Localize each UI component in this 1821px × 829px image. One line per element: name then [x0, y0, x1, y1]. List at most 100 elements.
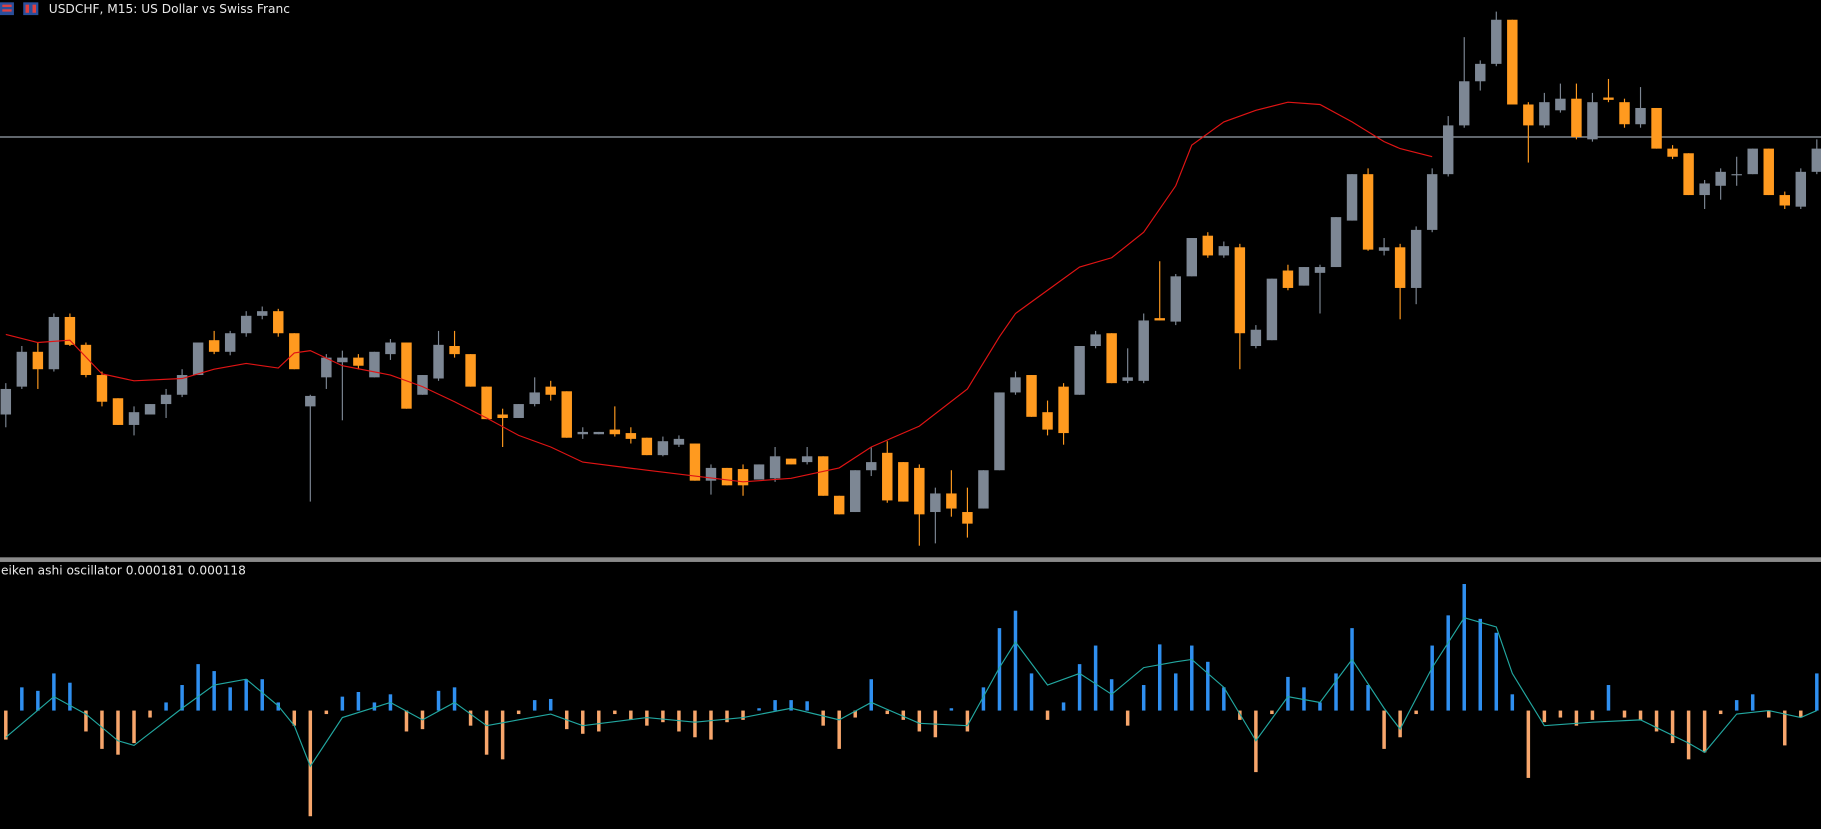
oscillator-bar — [1029, 673, 1034, 711]
signal-line — [5, 617, 1818, 768]
oscillator-bar — [372, 702, 377, 711]
oscillator-bar — [1366, 685, 1370, 711]
oscillator-bar — [1093, 645, 1098, 711]
oscillator-bar — [84, 710, 88, 732]
candle-body — [561, 391, 572, 438]
candle-body — [946, 493, 957, 509]
candle-body — [1779, 195, 1790, 206]
candle-body — [769, 456, 781, 479]
candle-body — [481, 386, 492, 420]
oscillator-bar — [404, 710, 409, 732]
candle-body — [1699, 183, 1710, 196]
oscillator-bar — [1478, 618, 1483, 711]
oscillator-bar — [1446, 615, 1450, 711]
candle-body — [1410, 229, 1422, 288]
candle-body — [1314, 267, 1326, 273]
oscillator-bar — [132, 710, 136, 744]
candle-body — [1651, 107, 1662, 149]
candle-body — [914, 467, 925, 515]
candle-body — [625, 433, 637, 439]
oscillator-bar — [484, 710, 489, 755]
candle-body — [1378, 247, 1390, 251]
candle-body — [1186, 238, 1198, 277]
oscillator-bar — [1686, 710, 1691, 760]
candle-body — [753, 464, 765, 480]
candle-body — [497, 414, 508, 418]
candle-body — [96, 375, 108, 402]
candle-body — [641, 437, 653, 456]
oscillator-bar — [1734, 700, 1739, 711]
oscillator-bar — [869, 679, 873, 711]
oscillator-bar — [100, 710, 104, 749]
candle-body — [192, 342, 204, 376]
candle-body — [369, 351, 380, 378]
candle-body — [1523, 104, 1534, 126]
oscillator-bar — [1206, 661, 1210, 711]
oscillator-bar — [1350, 628, 1354, 711]
oscillator-bar — [693, 710, 697, 738]
oscillator-bar — [500, 710, 505, 760]
oscillator-bar — [1558, 710, 1563, 718]
candle-body — [962, 512, 973, 524]
candle-body — [257, 311, 268, 316]
oscillator-bar — [1125, 710, 1130, 726]
candle-body — [417, 375, 428, 395]
oscillator-bar — [228, 687, 232, 711]
candle-body — [930, 493, 941, 513]
oscillator-bar — [853, 710, 857, 718]
candle-body — [1635, 107, 1646, 125]
window-icons — [0, 2, 39, 16]
candle-body — [1170, 276, 1181, 322]
oscillator-bar — [917, 710, 922, 732]
oscillator-bar — [1222, 687, 1226, 711]
oscillator-bar — [452, 687, 457, 711]
candle-body — [208, 340, 220, 352]
candle-body — [1090, 334, 1101, 346]
candle-body — [609, 429, 621, 435]
oscillator-bar — [1190, 645, 1194, 711]
oscillator-bar — [1398, 710, 1402, 738]
candle-body — [1763, 148, 1774, 196]
candle-body — [1587, 102, 1598, 140]
candle-body — [673, 438, 685, 445]
candle-body — [1042, 412, 1053, 430]
candle-body — [737, 469, 749, 486]
candle-body — [240, 315, 252, 334]
oscillator-bar — [1334, 673, 1338, 711]
oscillator-bar — [1430, 645, 1434, 711]
oscillator-bar — [1045, 710, 1050, 720]
candle-body — [1154, 318, 1165, 321]
oscillator-bar — [757, 708, 761, 711]
candle-body — [385, 342, 396, 355]
candle-body — [545, 386, 556, 395]
candle-body — [1282, 270, 1294, 288]
candle-body — [513, 404, 524, 418]
candle-body — [1475, 63, 1486, 82]
oscillator-bar — [324, 710, 329, 715]
plot — [0, 11, 1821, 817]
oscillator-bar — [965, 710, 970, 732]
moving-average — [5, 101, 1433, 483]
oscillator-bar — [1270, 710, 1274, 715]
candle-body — [866, 462, 877, 471]
oscillator-bar — [164, 702, 168, 711]
oscillator-bar — [1702, 710, 1707, 753]
candle-body — [1330, 217, 1342, 268]
icon — [0, 2, 14, 16]
candle-body — [898, 462, 909, 502]
oscillator-bar — [292, 710, 297, 726]
candle-body — [1442, 125, 1454, 175]
candle-body — [1795, 171, 1807, 207]
oscillator-bar — [212, 671, 216, 711]
candle-body — [353, 357, 364, 366]
candle-body — [401, 342, 412, 409]
candle-body — [433, 344, 444, 379]
candle-body — [321, 357, 332, 378]
oscillator-bar — [196, 664, 200, 711]
candle-body — [224, 333, 236, 352]
oscillator-bar — [661, 710, 665, 723]
candle-body — [32, 351, 44, 370]
oscillator-bar — [68, 682, 72, 711]
